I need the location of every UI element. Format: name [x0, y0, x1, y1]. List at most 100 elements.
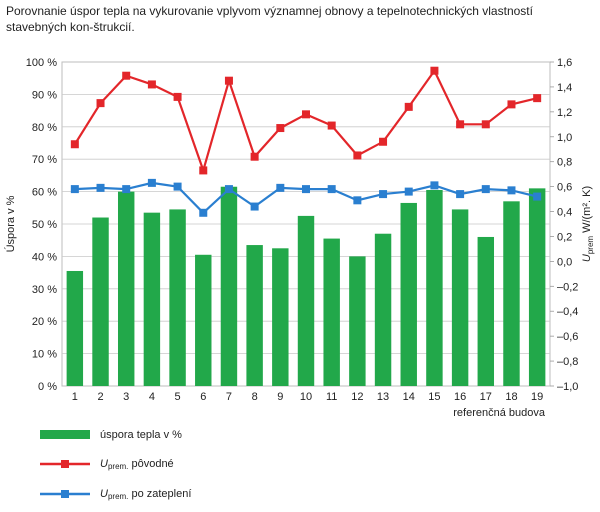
red-point	[70, 140, 79, 149]
blue-point	[173, 182, 182, 191]
x-tick-label: 8	[252, 391, 258, 403]
x-tick-label: 17	[480, 391, 492, 403]
bar	[297, 215, 315, 386]
bar	[426, 189, 443, 386]
y-right-tick-label: 1,4	[557, 82, 572, 94]
red-point	[327, 121, 336, 130]
y-right-tick-label: 0,8	[557, 157, 572, 169]
blue-point	[122, 185, 131, 194]
blue-point	[327, 185, 336, 194]
y-left-tick-label: 70 %	[32, 154, 57, 166]
blue-point	[70, 185, 79, 194]
blue-point	[96, 183, 105, 192]
x-tick-label: 10	[300, 391, 312, 403]
chart: 0 % 10 % 20 % 30 % 40 % 50 % 60 % 70 % 80 % 90 % 1…	[4, 57, 595, 419]
y-left-tick-label: 40 %	[32, 251, 57, 263]
red-point	[199, 166, 208, 175]
legend-red-marker	[61, 460, 69, 468]
x-tick-label: 14	[403, 391, 415, 403]
bar	[528, 188, 546, 386]
blue-point	[507, 186, 516, 195]
x-tick-label: 19	[531, 391, 543, 403]
red-point	[481, 120, 490, 129]
red-point	[456, 120, 465, 129]
x-tick-label: 11	[326, 391, 337, 403]
y-axis-left-label: Úspora v %	[4, 195, 17, 252]
legend-bar-rect	[40, 430, 90, 439]
legend-blue-main: U	[100, 488, 108, 500]
y-right-tick-label: –0,8	[557, 356, 578, 368]
bar	[143, 212, 161, 386]
bar	[451, 209, 469, 386]
red-point	[250, 152, 259, 161]
bar	[117, 191, 135, 386]
blue-point	[379, 190, 388, 199]
blue-point	[430, 181, 439, 190]
legend-blue-sub: prem.	[107, 492, 129, 501]
x-tick-label: 4	[149, 391, 155, 403]
bar	[400, 202, 417, 386]
x-tick-label: 2	[97, 391, 103, 403]
x-tick-label: 13	[377, 391, 389, 403]
x-tick-label: 1	[72, 391, 78, 403]
blue-point	[533, 192, 542, 201]
red-point	[96, 99, 105, 108]
red-point	[302, 110, 310, 119]
y-left-tick-label: 100 %	[26, 57, 57, 69]
bar	[195, 254, 212, 386]
y-right-tick-label: 0,6	[557, 182, 572, 194]
y-left-tick-label: 90 %	[32, 89, 57, 101]
bar	[272, 248, 289, 386]
blue-point	[353, 196, 362, 205]
y-right-tick-label: 1,6	[557, 57, 572, 69]
x-tick-label: 5	[175, 391, 181, 403]
x-axis-label: referenčná budova	[453, 407, 546, 419]
bar	[349, 256, 366, 386]
legend-blue-swatch	[40, 490, 90, 498]
legend-red-swatch	[40, 460, 90, 468]
y-right-tick-label: –0,2	[557, 281, 578, 293]
blue-point	[276, 183, 285, 192]
legend-label-bars: úspora tepla v %	[100, 429, 182, 441]
x-tick-label: 15	[428, 391, 440, 403]
y-right-tick-label: 0,4	[557, 207, 572, 219]
x-tick-label: 6	[200, 391, 206, 403]
bar	[323, 238, 340, 386]
legend-red-tail: pôvodné	[131, 458, 174, 470]
x-tick-label: 9	[277, 391, 283, 403]
y-axis-right-label-sub: prem	[586, 236, 595, 255]
y-left-tick-label: 20 %	[32, 316, 57, 328]
legend-blue-tail: po zateplení	[131, 488, 192, 500]
legend-red-sub: prem.	[107, 462, 129, 471]
blue-point	[250, 202, 259, 211]
legend-blue-marker	[61, 490, 69, 498]
bar	[220, 186, 238, 386]
red-point	[379, 137, 388, 146]
blue-point	[481, 185, 490, 194]
legend-red-main: U	[100, 458, 108, 470]
y-right-tick-label: 0,2	[557, 231, 572, 243]
y-axis-left: 0 % 10 % 20 % 30 % 40 % 50 % 60 % 70 % 80 % 90 % 1…	[26, 57, 57, 393]
bar	[477, 236, 495, 386]
red-point	[430, 66, 439, 75]
blue-point	[147, 178, 156, 187]
y-left-tick-label: 30 %	[32, 284, 57, 296]
y-left-tick-label: 0 %	[38, 381, 57, 393]
bar	[169, 209, 186, 386]
bar	[246, 245, 263, 386]
blue-point	[302, 185, 310, 194]
bar	[374, 233, 392, 386]
y-left-tick-label: 10 %	[32, 349, 57, 361]
red-point	[507, 100, 516, 109]
red-point	[147, 80, 156, 89]
line-series	[70, 66, 542, 217]
bar-series	[66, 186, 546, 386]
legend-bar-swatch	[40, 430, 90, 439]
red-series-line	[73, 68, 538, 175]
x-axis: 1 2 3 4 5 6 7 8 9 10 11 12 13 14 15 16 17 18 19	[72, 391, 544, 403]
y-left-tick-label: 60 %	[32, 187, 57, 199]
y-left-tick-label: 80 %	[32, 122, 57, 134]
x-tick-label: 3	[123, 391, 129, 403]
blue-point	[199, 208, 208, 217]
y-right-tick-label: –1,0	[557, 381, 578, 393]
